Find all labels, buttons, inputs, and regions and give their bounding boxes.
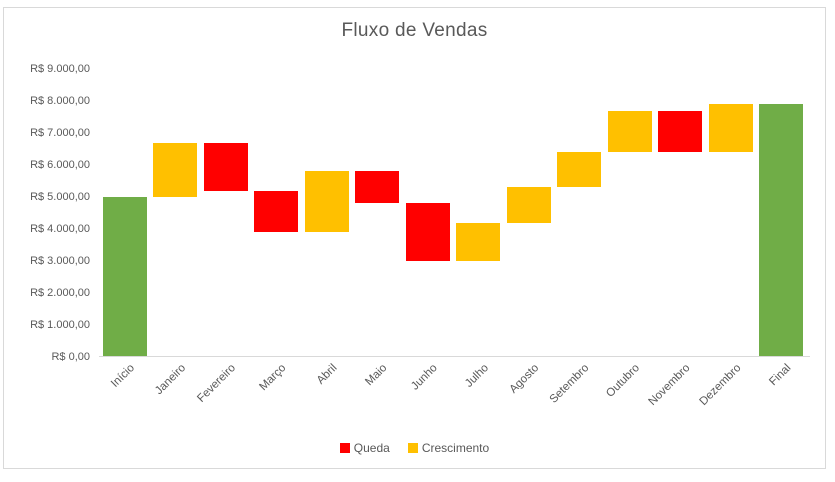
bar-fevereiro[interactable]	[203, 142, 248, 191]
legend-item-crescimento[interactable]: Crescimento	[407, 441, 490, 455]
bar-final[interactable]	[759, 104, 804, 357]
legend-swatch-crescimento	[407, 443, 418, 453]
legend-swatch-queda	[339, 443, 350, 453]
bar-abril[interactable]	[304, 171, 349, 233]
bar-janeiro[interactable]	[153, 142, 198, 197]
bar-marco[interactable]	[254, 190, 299, 233]
x-axis-line	[99, 356, 810, 357]
y-tick-6000: R$ 6.000,00	[30, 159, 90, 172]
bar-agosto[interactable]	[506, 187, 551, 223]
y-tick-2000: R$ 2.000,00	[30, 286, 90, 299]
bar-outubro[interactable]	[607, 110, 652, 153]
chart-title: Fluxo de Vendas	[341, 20, 488, 41]
bar-novembro[interactable]	[658, 110, 703, 153]
y-tick-3000: R$ 3.000,00	[30, 254, 90, 267]
y-tick-8000: R$ 8.000,00	[30, 95, 90, 108]
y-tick-0: R$ 0,00	[51, 350, 90, 363]
legend-label-queda: Queda	[353, 441, 390, 455]
legend-item-queda[interactable]: Queda	[339, 441, 390, 455]
y-tick-4000: R$ 4.000,00	[30, 222, 90, 235]
y-tick-7000: R$ 7.000,00	[30, 127, 90, 140]
y-tick-9000: R$ 9.000,00	[30, 63, 90, 76]
y-tick-1000: R$ 1.000,00	[30, 318, 90, 331]
bar-setembro[interactable]	[557, 152, 602, 188]
bar-junho[interactable]	[405, 203, 450, 261]
y-tick-5000: R$ 5.000,00	[30, 191, 90, 203]
legend-label-crescimento: Crescimento	[421, 441, 490, 455]
legend: Queda Crescimento	[3, 441, 826, 455]
bar-inicio[interactable]	[102, 197, 147, 357]
bar-dezembro[interactable]	[708, 104, 753, 153]
bar-maio[interactable]	[355, 171, 400, 204]
bar-julho[interactable]	[456, 222, 501, 261]
